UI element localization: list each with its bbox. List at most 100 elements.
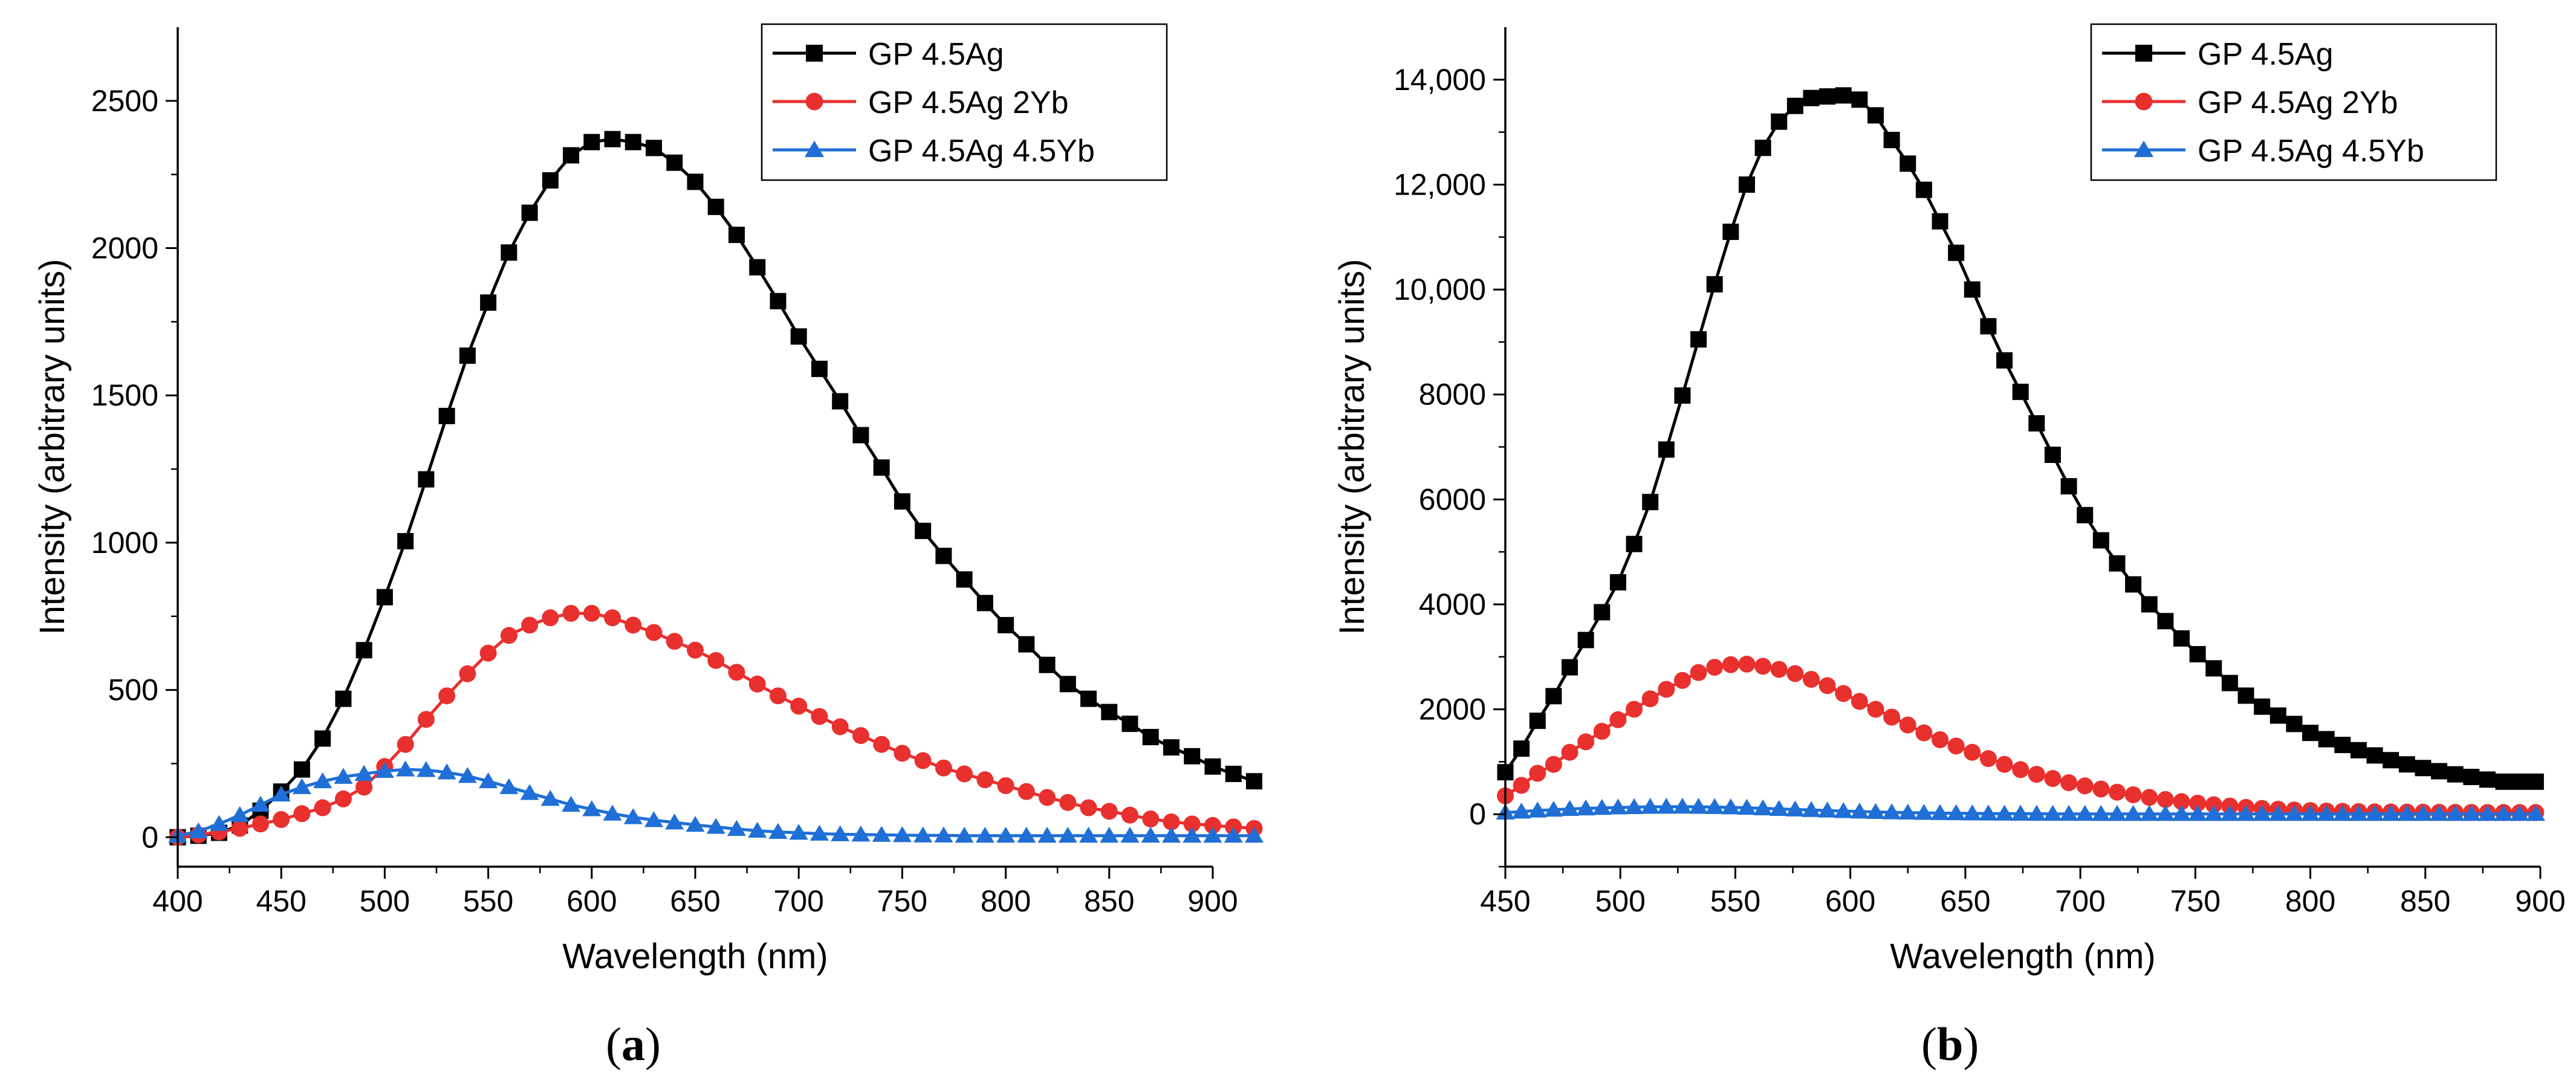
chart-b-series-1-point <box>1948 244 1965 261</box>
chart-a-series-3-point <box>230 806 250 823</box>
chart-a-series-2-point <box>251 815 269 833</box>
chart-b-series-3-point <box>2156 804 2175 821</box>
chart-a-series-2-point <box>914 752 932 769</box>
chart-b-series-3-point <box>1898 803 1918 820</box>
chart-b-series-3-point <box>2381 804 2401 821</box>
chart-b-series-1-point <box>2254 698 2271 715</box>
chart-a-series-3-point <box>189 822 208 838</box>
chart-b-legend-marker-1 <box>2135 45 2152 62</box>
chart-b-series-1-point <box>1642 494 1659 511</box>
chart-b-series-1-point <box>1754 140 1771 157</box>
chart-b-series-2-point <box>1722 656 1739 673</box>
chart-a-series-3-point <box>458 767 477 783</box>
chart-b-series-3-point <box>1656 798 1676 814</box>
chart-b-series-1-point <box>2157 613 2174 630</box>
chart-b-series-1-point <box>2028 415 2045 432</box>
chart-b-y-tick-label: 12,000 <box>1393 167 1486 201</box>
chart-a-series-2-point <box>666 633 683 650</box>
chart-b-series-2-point <box>1626 700 1643 718</box>
chart-b-series-2-point <box>1867 700 1884 718</box>
chart-b-series-2-point <box>1529 765 1546 782</box>
chart-a-series-2-point <box>707 652 725 669</box>
panel-label-a-letter: a <box>621 1018 645 1070</box>
chart-b-series-1-point <box>1738 176 1755 193</box>
chart-a-series-2-point <box>935 759 952 777</box>
chart-b-series-1-point <box>2044 447 2061 464</box>
chart-a-series-1-point <box>852 427 869 444</box>
chart-a-series-3-point <box>292 778 311 794</box>
chart-b-series-1-point <box>1674 387 1691 404</box>
chart-a-series-1-point <box>625 134 641 150</box>
chart-b-series-3-point <box>2107 804 2127 821</box>
chart-b-series-2-point <box>1577 733 1595 751</box>
chart-a-series-3-point <box>562 795 581 812</box>
chart-b-x-tick-label: 900 <box>2515 884 2565 918</box>
chart-b-series-1-point <box>2125 576 2142 593</box>
chart-a-series-2-point <box>873 736 891 753</box>
chart-a-series-1-point <box>811 360 828 377</box>
chart-a-series-2-point <box>687 641 704 659</box>
chart-b-series-1-point <box>2060 478 2077 495</box>
chart-a-series-1-point <box>1225 765 1242 782</box>
chart-b-series-1-point <box>1996 352 2013 369</box>
chart-a-series-2-point <box>1121 806 1139 824</box>
chart-a-series-3-point <box>1161 826 1181 843</box>
chart-b-series-3-point <box>1850 802 1869 819</box>
chart-b-series-1-point <box>2302 725 2319 742</box>
chart-a-series-2 <box>169 604 1263 846</box>
chart-b-series-2-point <box>2092 780 2110 798</box>
chart-a-series-2-point <box>769 687 787 705</box>
chart-a-x-tick-label: 650 <box>670 884 720 918</box>
chart-a-series-2-point <box>956 765 973 783</box>
chart-a-series-2-point <box>459 665 476 682</box>
chart-b-y-tick-label: 0 <box>1469 797 1486 831</box>
chart-b-series-3-point <box>2526 804 2545 821</box>
chart-b-series-1-point <box>1529 713 1546 729</box>
chart-a-y-tick-label: 2000 <box>91 231 158 265</box>
chart-b-series-1-point <box>1867 107 1884 124</box>
chart-a-series-2-point <box>521 616 539 634</box>
chart-a-series-1-point <box>749 259 766 276</box>
chart-a-y-tick-label: 500 <box>108 673 158 707</box>
chart-b-series-1-point <box>2012 383 2029 400</box>
chart-a-series-2-point <box>1100 803 1118 820</box>
chart-a-series-1-point <box>418 471 435 488</box>
chart-a-series-1-point <box>915 522 932 539</box>
chart-b-series-3-point <box>1528 801 1547 818</box>
chart-a-series-3-point <box>706 818 725 834</box>
chart-a-x-tick-label: 800 <box>981 884 1031 918</box>
chart-b-y-tick-label: 8000 <box>1419 378 1486 412</box>
chart-a-series-1-point <box>293 761 310 778</box>
chart-a-series-1-point <box>314 730 331 747</box>
chart-b-series-3-point <box>2365 804 2384 821</box>
chart-a-series-1-point <box>376 589 393 606</box>
chart-b-series-2-point <box>1770 661 1788 678</box>
chart-a-series-2-point <box>293 805 311 823</box>
chart-b-series-1-point <box>2318 731 2335 748</box>
chart-a-series-1-point <box>604 131 621 147</box>
chart-a-series-3-point <box>251 795 270 812</box>
chart-b-series-2-point <box>1915 724 1933 742</box>
chart-a-series-3-point <box>996 826 1016 843</box>
chart-b-series-3-point <box>1785 800 1805 817</box>
chart-a-series-2-point <box>790 697 808 715</box>
chart-a-series-2-point <box>1080 799 1097 817</box>
chart-a-series-1-point <box>873 459 890 476</box>
chart-b-x-tick-label: 700 <box>2055 884 2105 918</box>
chart-b-series-3-point <box>2236 804 2256 821</box>
chart-b-series-1-point <box>2366 747 2383 764</box>
chart-a-series-2-point <box>397 736 414 753</box>
chart-a-series-2-point <box>1204 817 1221 834</box>
chart-b-series-3-point <box>2477 804 2497 821</box>
chart-a-series-3-point <box>1100 826 1119 843</box>
chart-b-series-1-point <box>2463 769 2480 786</box>
chart-a-series-2-point <box>273 811 290 829</box>
chart-b-series-1-point <box>2189 645 2206 662</box>
chart-b-series-3-point <box>2091 804 2110 821</box>
chart-b-series-3-point <box>1705 798 1724 814</box>
chart-a-series-2-point <box>852 727 869 745</box>
chart-a-x-tick-label: 600 <box>566 884 617 918</box>
chart-b-series-2-point <box>1835 685 1852 702</box>
chart-b-series-2 <box>1497 655 2545 821</box>
chart-a-series-2-point <box>604 609 621 627</box>
